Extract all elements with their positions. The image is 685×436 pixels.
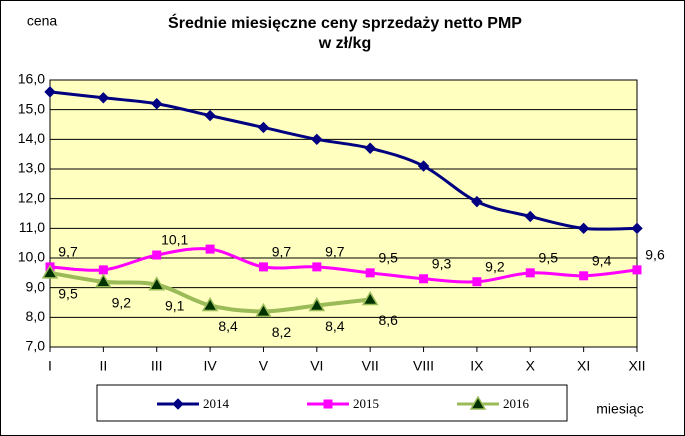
data-label: 8,4 bbox=[325, 318, 345, 334]
data-point bbox=[204, 109, 216, 122]
data-label: 9,5 bbox=[378, 250, 398, 266]
x-tick-label: III bbox=[151, 358, 163, 374]
data-label: 9,7 bbox=[325, 244, 345, 260]
y-tick-label: 15,0 bbox=[18, 100, 45, 116]
data-point bbox=[257, 121, 270, 134]
plot-area bbox=[49, 79, 638, 348]
data-point bbox=[577, 222, 590, 235]
x-tick-label: VIII bbox=[413, 358, 434, 374]
data-point bbox=[419, 274, 429, 284]
x-tick-label: I bbox=[48, 358, 52, 374]
legend-label: 2016 bbox=[503, 396, 530, 411]
chart-subtitle: w zł/kg bbox=[318, 35, 371, 52]
legend-marker bbox=[172, 398, 184, 410]
data-point bbox=[364, 142, 376, 154]
data-label: 8,4 bbox=[218, 318, 238, 334]
x-tick-label: XI bbox=[577, 358, 590, 374]
data-point bbox=[312, 262, 322, 272]
data-point bbox=[95, 273, 112, 288]
x-tick-label: II bbox=[99, 358, 107, 374]
data-point bbox=[472, 277, 482, 287]
y-tick-label: 10,0 bbox=[18, 249, 45, 265]
x-tick-label: X bbox=[526, 358, 536, 374]
y-tick-label: 16,0 bbox=[18, 71, 45, 87]
data-point bbox=[258, 262, 268, 272]
data-point bbox=[579, 271, 589, 281]
legend-marker bbox=[323, 399, 333, 409]
data-point bbox=[311, 133, 323, 146]
x-tick-label: VI bbox=[310, 358, 323, 374]
chart-title: Średnie miesięczne ceny sprzedaży netto … bbox=[168, 13, 522, 32]
data-point bbox=[148, 276, 166, 291]
data-point bbox=[632, 265, 642, 275]
data-point bbox=[41, 264, 59, 279]
y-tick-label: 11,0 bbox=[19, 219, 45, 235]
data-point bbox=[308, 296, 326, 312]
data-label: 9,1 bbox=[165, 297, 185, 313]
y-tick-label: 9,0 bbox=[26, 278, 46, 294]
data-label: 9,5 bbox=[539, 250, 559, 266]
data-point bbox=[417, 160, 430, 172]
data-label: 9,7 bbox=[58, 244, 78, 260]
x-tick-label: IX bbox=[470, 358, 484, 374]
data-label: 9,6 bbox=[645, 247, 665, 263]
data-point bbox=[201, 296, 219, 312]
x-tick-label: VII bbox=[362, 358, 379, 374]
data-label: 9,5 bbox=[58, 286, 78, 302]
data-point bbox=[365, 268, 375, 278]
y-tick-label: 12,0 bbox=[18, 189, 45, 205]
x-tick-label: V bbox=[259, 358, 269, 374]
data-point bbox=[151, 98, 163, 110]
y-tick-label: 7,0 bbox=[26, 338, 46, 354]
legend-label: 2015 bbox=[353, 396, 379, 411]
x-tick-label: XII bbox=[628, 358, 645, 374]
data-label: 10,1 bbox=[161, 232, 188, 248]
data-point bbox=[631, 222, 643, 235]
x-axis-label: miesiąc bbox=[596, 401, 643, 417]
data-point bbox=[255, 302, 272, 318]
data-label: 9,3 bbox=[432, 255, 452, 271]
data-label: 8,2 bbox=[272, 324, 292, 340]
data-point bbox=[205, 244, 215, 254]
legend-label: 2014 bbox=[203, 396, 230, 411]
data-point bbox=[525, 268, 535, 278]
data-point bbox=[98, 265, 108, 275]
data-label: 9,7 bbox=[272, 244, 292, 260]
data-point bbox=[471, 195, 483, 208]
data-label: 9,4 bbox=[592, 253, 612, 269]
legend-marker bbox=[469, 395, 487, 410]
data-label: 9,2 bbox=[485, 258, 505, 274]
data-label: 9,2 bbox=[112, 294, 132, 310]
data-point bbox=[524, 210, 536, 223]
y-tick-label: 14,0 bbox=[18, 130, 45, 146]
y-tick-label: 8,0 bbox=[26, 308, 46, 324]
x-tick-label: IV bbox=[203, 358, 217, 374]
data-point bbox=[44, 86, 56, 98]
data-point bbox=[97, 92, 110, 104]
y-axis-label: cena bbox=[27, 13, 58, 29]
y-tick-label: 13,0 bbox=[18, 160, 45, 176]
data-point bbox=[361, 291, 379, 306]
data-label: 8,6 bbox=[378, 312, 398, 328]
data-point bbox=[152, 250, 162, 260]
